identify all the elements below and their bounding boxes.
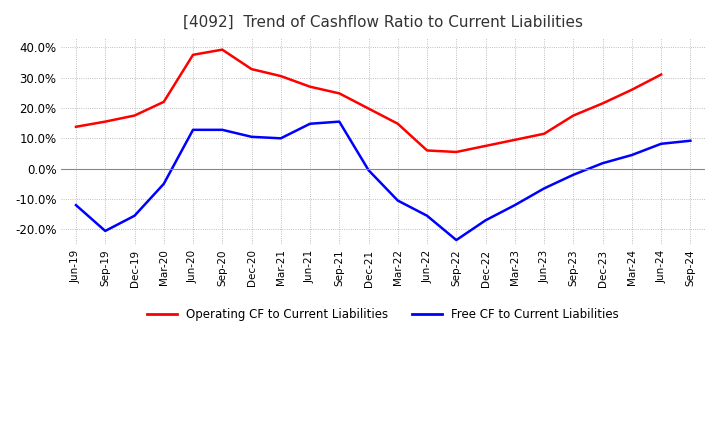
Operating CF to Current Liabilities	[72, 124, 81, 129]
Operating CF to Current Liabilities	[569, 113, 577, 118]
Free CF to Current Liabilities	[598, 161, 607, 166]
Operating CF to Current Liabilities	[628, 87, 636, 92]
Free CF to Current Liabilities	[628, 152, 636, 158]
Operating CF to Current Liabilities	[247, 66, 256, 72]
Free CF to Current Liabilities	[364, 168, 373, 173]
Operating CF to Current Liabilities	[540, 131, 549, 136]
Line: Operating CF to Current Liabilities: Operating CF to Current Liabilities	[76, 50, 661, 152]
Operating CF to Current Liabilities	[335, 91, 343, 96]
Free CF to Current Liabilities	[335, 119, 343, 124]
Free CF to Current Liabilities	[247, 134, 256, 139]
Free CF to Current Liabilities	[452, 238, 461, 243]
Free CF to Current Liabilities	[189, 127, 197, 132]
Free CF to Current Liabilities	[394, 198, 402, 203]
Operating CF to Current Liabilities	[364, 106, 373, 111]
Operating CF to Current Liabilities	[481, 143, 490, 149]
Operating CF to Current Liabilities	[394, 121, 402, 126]
Free CF to Current Liabilities	[72, 202, 81, 208]
Free CF to Current Liabilities	[481, 218, 490, 223]
Operating CF to Current Liabilities	[452, 149, 461, 154]
Operating CF to Current Liabilities	[306, 84, 315, 89]
Free CF to Current Liabilities	[540, 186, 549, 191]
Operating CF to Current Liabilities	[510, 137, 519, 143]
Free CF to Current Liabilities	[218, 127, 227, 132]
Free CF to Current Liabilities	[130, 213, 139, 218]
Operating CF to Current Liabilities	[130, 113, 139, 118]
Title: [4092]  Trend of Cashflow Ratio to Current Liabilities: [4092] Trend of Cashflow Ratio to Curren…	[183, 15, 583, 30]
Free CF to Current Liabilities	[510, 202, 519, 208]
Free CF to Current Liabilities	[306, 121, 315, 126]
Operating CF to Current Liabilities	[159, 99, 168, 105]
Operating CF to Current Liabilities	[423, 148, 431, 153]
Operating CF to Current Liabilities	[101, 119, 109, 124]
Operating CF to Current Liabilities	[189, 52, 197, 58]
Operating CF to Current Liabilities	[598, 101, 607, 106]
Free CF to Current Liabilities	[276, 136, 285, 141]
Free CF to Current Liabilities	[159, 181, 168, 187]
Free CF to Current Liabilities	[569, 172, 577, 177]
Free CF to Current Liabilities	[657, 141, 665, 147]
Operating CF to Current Liabilities	[657, 72, 665, 77]
Line: Free CF to Current Liabilities: Free CF to Current Liabilities	[76, 121, 690, 240]
Operating CF to Current Liabilities	[276, 73, 285, 79]
Free CF to Current Liabilities	[423, 213, 431, 218]
Legend: Operating CF to Current Liabilities, Free CF to Current Liabilities: Operating CF to Current Liabilities, Fre…	[143, 303, 624, 326]
Free CF to Current Liabilities	[101, 228, 109, 234]
Free CF to Current Liabilities	[686, 138, 695, 143]
Operating CF to Current Liabilities	[218, 47, 227, 52]
